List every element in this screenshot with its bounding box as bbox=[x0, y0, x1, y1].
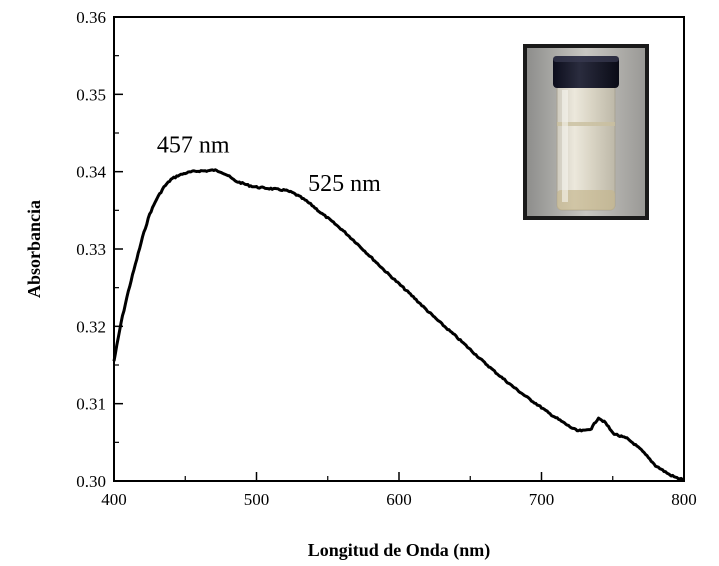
y-axis-label: Absorbancia bbox=[24, 200, 44, 298]
x-tick-label: 700 bbox=[529, 490, 555, 509]
y-tick-label: 0.34 bbox=[76, 163, 106, 182]
peak-annotation-457: 457 nm bbox=[157, 132, 230, 158]
absorbance-spectrum-line bbox=[112, 168, 685, 481]
y-tick-label: 0.33 bbox=[76, 240, 106, 259]
x-axis-label: Longitud de Onda (nm) bbox=[308, 540, 491, 561]
vial-cap bbox=[553, 56, 619, 88]
x-tick-label: 500 bbox=[244, 490, 270, 509]
x-tick-label: 400 bbox=[101, 490, 127, 509]
x-axis-ticks: 400 500 600 700 800 bbox=[101, 472, 697, 509]
x-tick-label: 600 bbox=[386, 490, 412, 509]
y-tick-label: 0.31 bbox=[76, 395, 106, 414]
x-tick-label: 800 bbox=[671, 490, 697, 509]
y-tick-label: 0.30 bbox=[76, 472, 106, 491]
y-tick-label: 0.36 bbox=[76, 8, 106, 27]
y-axis-ticks: 0.30 0.31 0.32 0.33 0.34 0.35 0.36 bbox=[76, 8, 123, 491]
y-tick-label: 0.35 bbox=[76, 85, 106, 104]
y-tick-label: 0.32 bbox=[76, 317, 106, 336]
peak-annotation-525: 525 nm bbox=[308, 171, 381, 197]
inset-vial-photo bbox=[523, 44, 649, 220]
